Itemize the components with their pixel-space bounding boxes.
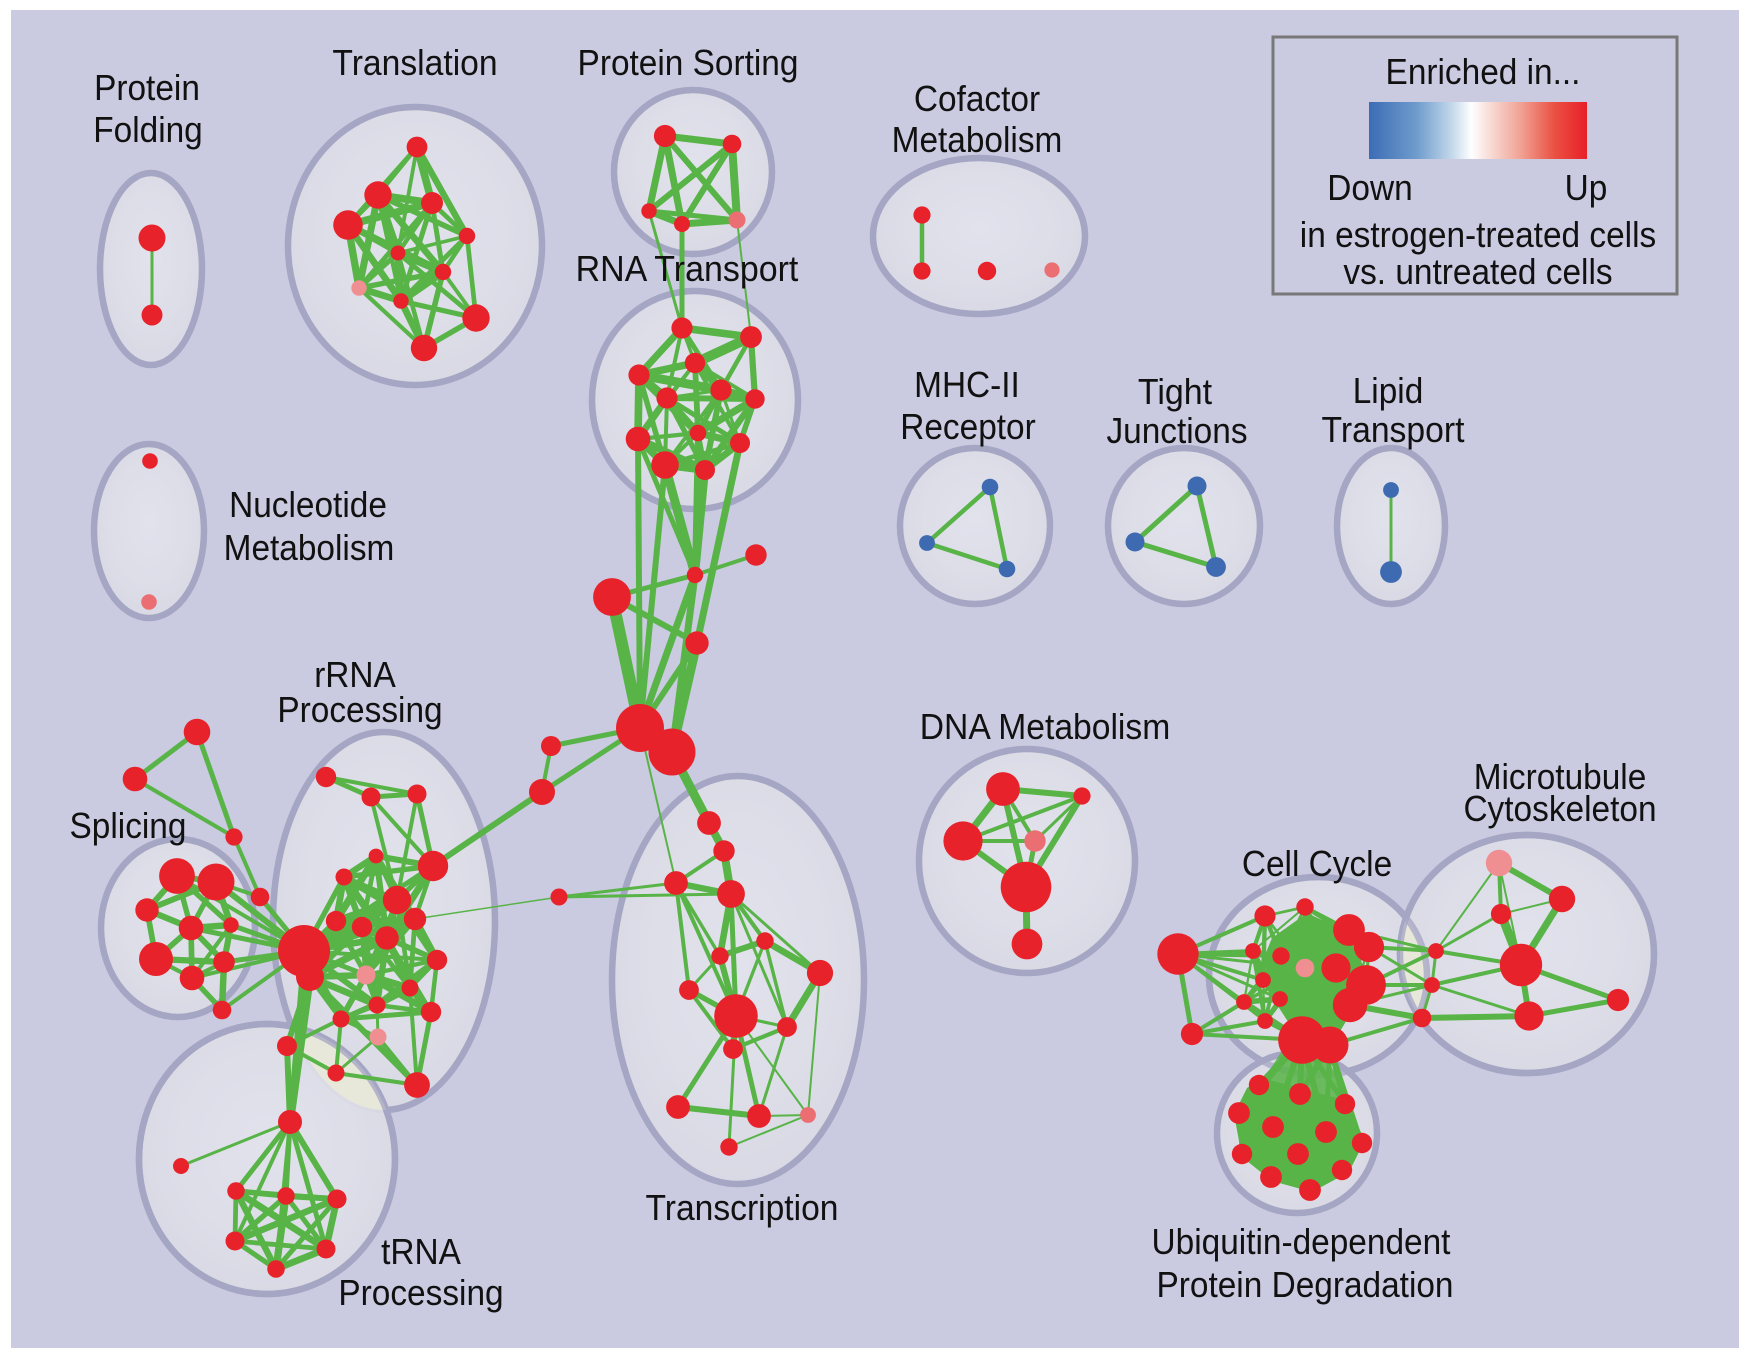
svg-text:Up: Up xyxy=(1565,167,1608,208)
svg-text:Cytoskeleton: Cytoskeleton xyxy=(1463,788,1656,829)
svg-text:Transcription: Transcription xyxy=(646,1187,839,1228)
svg-text:Microtubule: Microtubule xyxy=(1474,756,1647,797)
svg-text:RNA Transport: RNA Transport xyxy=(576,248,799,289)
svg-text:in estrogen-treated cells: in estrogen-treated cells xyxy=(1300,214,1656,255)
svg-text:Junctions: Junctions xyxy=(1106,410,1247,451)
svg-text:Cell Cycle: Cell Cycle xyxy=(1242,843,1392,884)
svg-text:Cofactor: Cofactor xyxy=(914,78,1040,119)
svg-text:Translation: Translation xyxy=(332,42,497,83)
svg-text:Down: Down xyxy=(1327,167,1412,208)
svg-text:Receptor: Receptor xyxy=(900,406,1036,447)
svg-text:Protein Degradation: Protein Degradation xyxy=(1157,1264,1454,1305)
svg-text:Folding: Folding xyxy=(93,109,203,150)
svg-text:Tight: Tight xyxy=(1138,371,1212,412)
svg-text:Protein Sorting: Protein Sorting xyxy=(578,42,799,83)
svg-text:Processing: Processing xyxy=(277,689,442,730)
svg-text:Metabolism: Metabolism xyxy=(892,119,1063,160)
svg-text:DNA Metabolism: DNA Metabolism xyxy=(920,706,1171,747)
svg-text:Lipid: Lipid xyxy=(1353,370,1424,411)
svg-text:Metabolism: Metabolism xyxy=(224,527,395,568)
svg-text:Ubiquitin-dependent: Ubiquitin-dependent xyxy=(1152,1221,1451,1262)
svg-text:Processing: Processing xyxy=(338,1272,503,1313)
svg-text:Protein: Protein xyxy=(94,67,200,108)
svg-text:MHC-II: MHC-II xyxy=(914,364,1020,405)
svg-text:Enriched in...: Enriched in... xyxy=(1386,51,1581,92)
svg-text:rRNA: rRNA xyxy=(314,654,396,695)
svg-text:Splicing: Splicing xyxy=(70,805,187,846)
svg-text:vs. untreated cells: vs. untreated cells xyxy=(1343,251,1612,292)
svg-text:tRNA: tRNA xyxy=(381,1231,461,1272)
svg-text:Nucleotide: Nucleotide xyxy=(229,484,387,525)
svg-text:Transport: Transport xyxy=(1322,409,1465,450)
